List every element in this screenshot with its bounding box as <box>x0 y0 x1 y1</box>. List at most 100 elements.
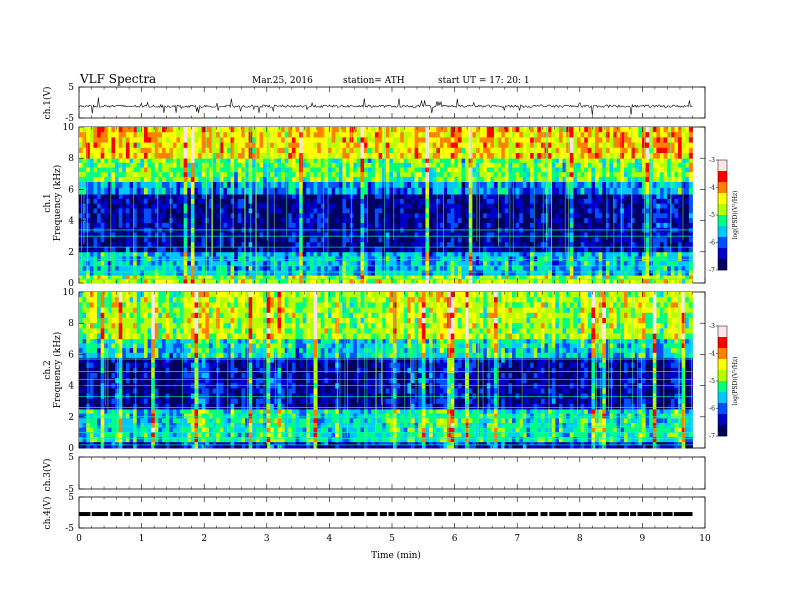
ch1-spectrogram-cell <box>490 275 495 280</box>
ch1-spectrogram-cell <box>223 237 228 243</box>
ch1-spectrogram-cell <box>331 261 336 267</box>
ch1-spectrogram-cell <box>526 265 531 271</box>
ch1-spectrogram-cell <box>548 208 553 214</box>
ch1-spectrogram-cell <box>277 181 282 189</box>
ch1-spectrogram-cell <box>439 265 444 271</box>
ch1-spectrogram-cell <box>291 242 296 248</box>
ch1-spectrogram-cell <box>219 232 224 238</box>
ch1-spectrogram-cell <box>623 213 628 219</box>
ch1-spectrogram-cell <box>674 132 679 138</box>
ch1-spectrogram-cell <box>641 176 646 182</box>
ch1-spectrogram-cell <box>494 187 499 195</box>
ch1-spectrogram-cell <box>129 162 134 168</box>
ch1-spectrogram-cell <box>461 132 466 138</box>
ch1-spectrogram-cell <box>580 222 585 229</box>
ch1-spectrogram-cell <box>512 279 517 284</box>
ch1-spectrogram-cell <box>313 232 318 238</box>
ch1-spectrogram-cell <box>450 158 455 164</box>
ch1-spectrogram-cell <box>623 172 628 178</box>
ch1-spectrogram-cell <box>425 198 430 205</box>
ch1-spectrogram-cell <box>252 167 257 173</box>
ch1-spectrogram-cell <box>631 127 636 133</box>
ch1-spectrogram-cell <box>324 261 329 267</box>
ch1-spectrogram-cell <box>180 172 185 178</box>
ch1-spectrogram-cell <box>403 232 408 238</box>
ch1-spectrogram-cell <box>407 181 412 189</box>
ch1-spectrogram-cell <box>432 203 437 209</box>
ch1-spectrogram-cell <box>656 208 661 214</box>
ch1-spectrogram-cell <box>216 194 221 200</box>
ch1-spectrogram-cell <box>656 246 661 253</box>
ch1-spectrogram-cell <box>190 127 195 133</box>
ch1-spectrogram-cell <box>111 222 116 229</box>
ch1-spectrogram-cell <box>616 167 621 173</box>
ch1-spectrogram-cell <box>273 246 278 253</box>
ch1-spectrogram-cell <box>129 187 134 195</box>
ch1-spectrogram-cell <box>475 208 480 214</box>
ch1-spectrogram-cell <box>324 127 329 133</box>
ch1-spectrogram-cell <box>291 251 296 257</box>
ch1-spectrogram-cell <box>678 176 683 182</box>
ch1-spectrogram-cell <box>219 246 224 253</box>
ch1-spectrogram-cell <box>663 275 668 280</box>
ch1-spectrogram-cell <box>566 203 571 209</box>
ch1-spectrogram-cell <box>486 279 491 284</box>
ch1-spectrogram-cell <box>219 242 224 248</box>
ch1-spectrogram-cell <box>533 127 538 133</box>
ch1-spectrogram-cell <box>309 127 314 133</box>
ch1-spectrogram-cell <box>115 232 120 238</box>
ch1-spectrogram-cell <box>208 167 213 173</box>
ch1-spectrogram-cell <box>497 218 502 224</box>
ch1-spectrogram-cell <box>432 198 437 205</box>
ch1-spectrogram-cell <box>627 162 632 168</box>
ch1-spectrogram-cell <box>342 275 347 280</box>
ch1-spectrogram-cell <box>641 265 646 271</box>
ch1-spectrogram-cell <box>104 246 109 253</box>
ch1-spectrogram-cell <box>288 203 293 209</box>
ch1-spectrogram-cell <box>475 246 480 253</box>
ch1-spectrogram-cell <box>461 162 466 168</box>
ch1-spectrogram-cell <box>382 265 387 271</box>
ch1-spectrogram-cell <box>595 256 600 262</box>
ch1-spectrogram-cell <box>407 246 412 253</box>
ch1-spectrogram-cell <box>97 256 102 262</box>
ch1-spectrogram-cell <box>385 275 390 280</box>
ch1-spectrogram-cell <box>176 176 181 182</box>
ch1-spectrogram-cell <box>558 218 563 224</box>
ch1-spectrogram-cell <box>346 176 351 182</box>
ch1-spectrogram-cell <box>356 137 361 143</box>
ch1-spectrogram-cell <box>429 208 434 214</box>
ch1-spectrogram-cell <box>302 261 307 267</box>
ch1-spectrogram-cell <box>591 265 596 271</box>
ch1-spectrogram-cell <box>111 251 116 257</box>
ch1-spectrogram-cell <box>263 256 268 262</box>
ch1-spectrogram-cell <box>335 251 340 257</box>
ch1-spectrogram-cell <box>259 265 264 271</box>
ch1-spectrogram-cell <box>512 256 517 262</box>
ch1-spectrogram-cell <box>331 203 336 209</box>
ch1-spectrogram-cell <box>82 203 87 209</box>
ch1-spectrogram-cell <box>356 218 361 224</box>
ch1-spectrogram-cell <box>252 194 257 200</box>
ch1-spectrogram-cell <box>634 158 639 164</box>
ch1-spectrogram-cell <box>115 194 120 200</box>
ch1-spectrogram-cell <box>620 237 625 243</box>
ch1-spectrogram-cell <box>494 213 499 219</box>
ch1-spectrogram-cell <box>595 176 600 182</box>
ch1-spectrogram-cell <box>208 265 213 271</box>
ch1-spectrogram-cell <box>620 261 625 267</box>
ch1-spectrogram-cell <box>385 167 390 173</box>
ch1-spectrogram-cell <box>530 127 535 133</box>
ch1-spectrogram-cell <box>645 237 650 243</box>
ch1-spectrogram-cell <box>674 127 679 133</box>
ch1-spectrogram-cell <box>183 194 188 200</box>
ch1-spectrogram-cell <box>100 246 105 253</box>
ch1-spectrogram-cell <box>317 158 322 164</box>
ch1-spectrogram-cell <box>688 181 693 189</box>
ch1-spectrogram-cell <box>248 261 253 267</box>
ch1-spectrogram-cell <box>591 127 596 133</box>
ch1-spectrogram-cell <box>508 279 513 284</box>
ch1-spectrogram-cell <box>595 181 600 189</box>
ch1-spectrogram-cell <box>216 162 221 168</box>
ch1-spectrogram-cell <box>122 142 127 149</box>
